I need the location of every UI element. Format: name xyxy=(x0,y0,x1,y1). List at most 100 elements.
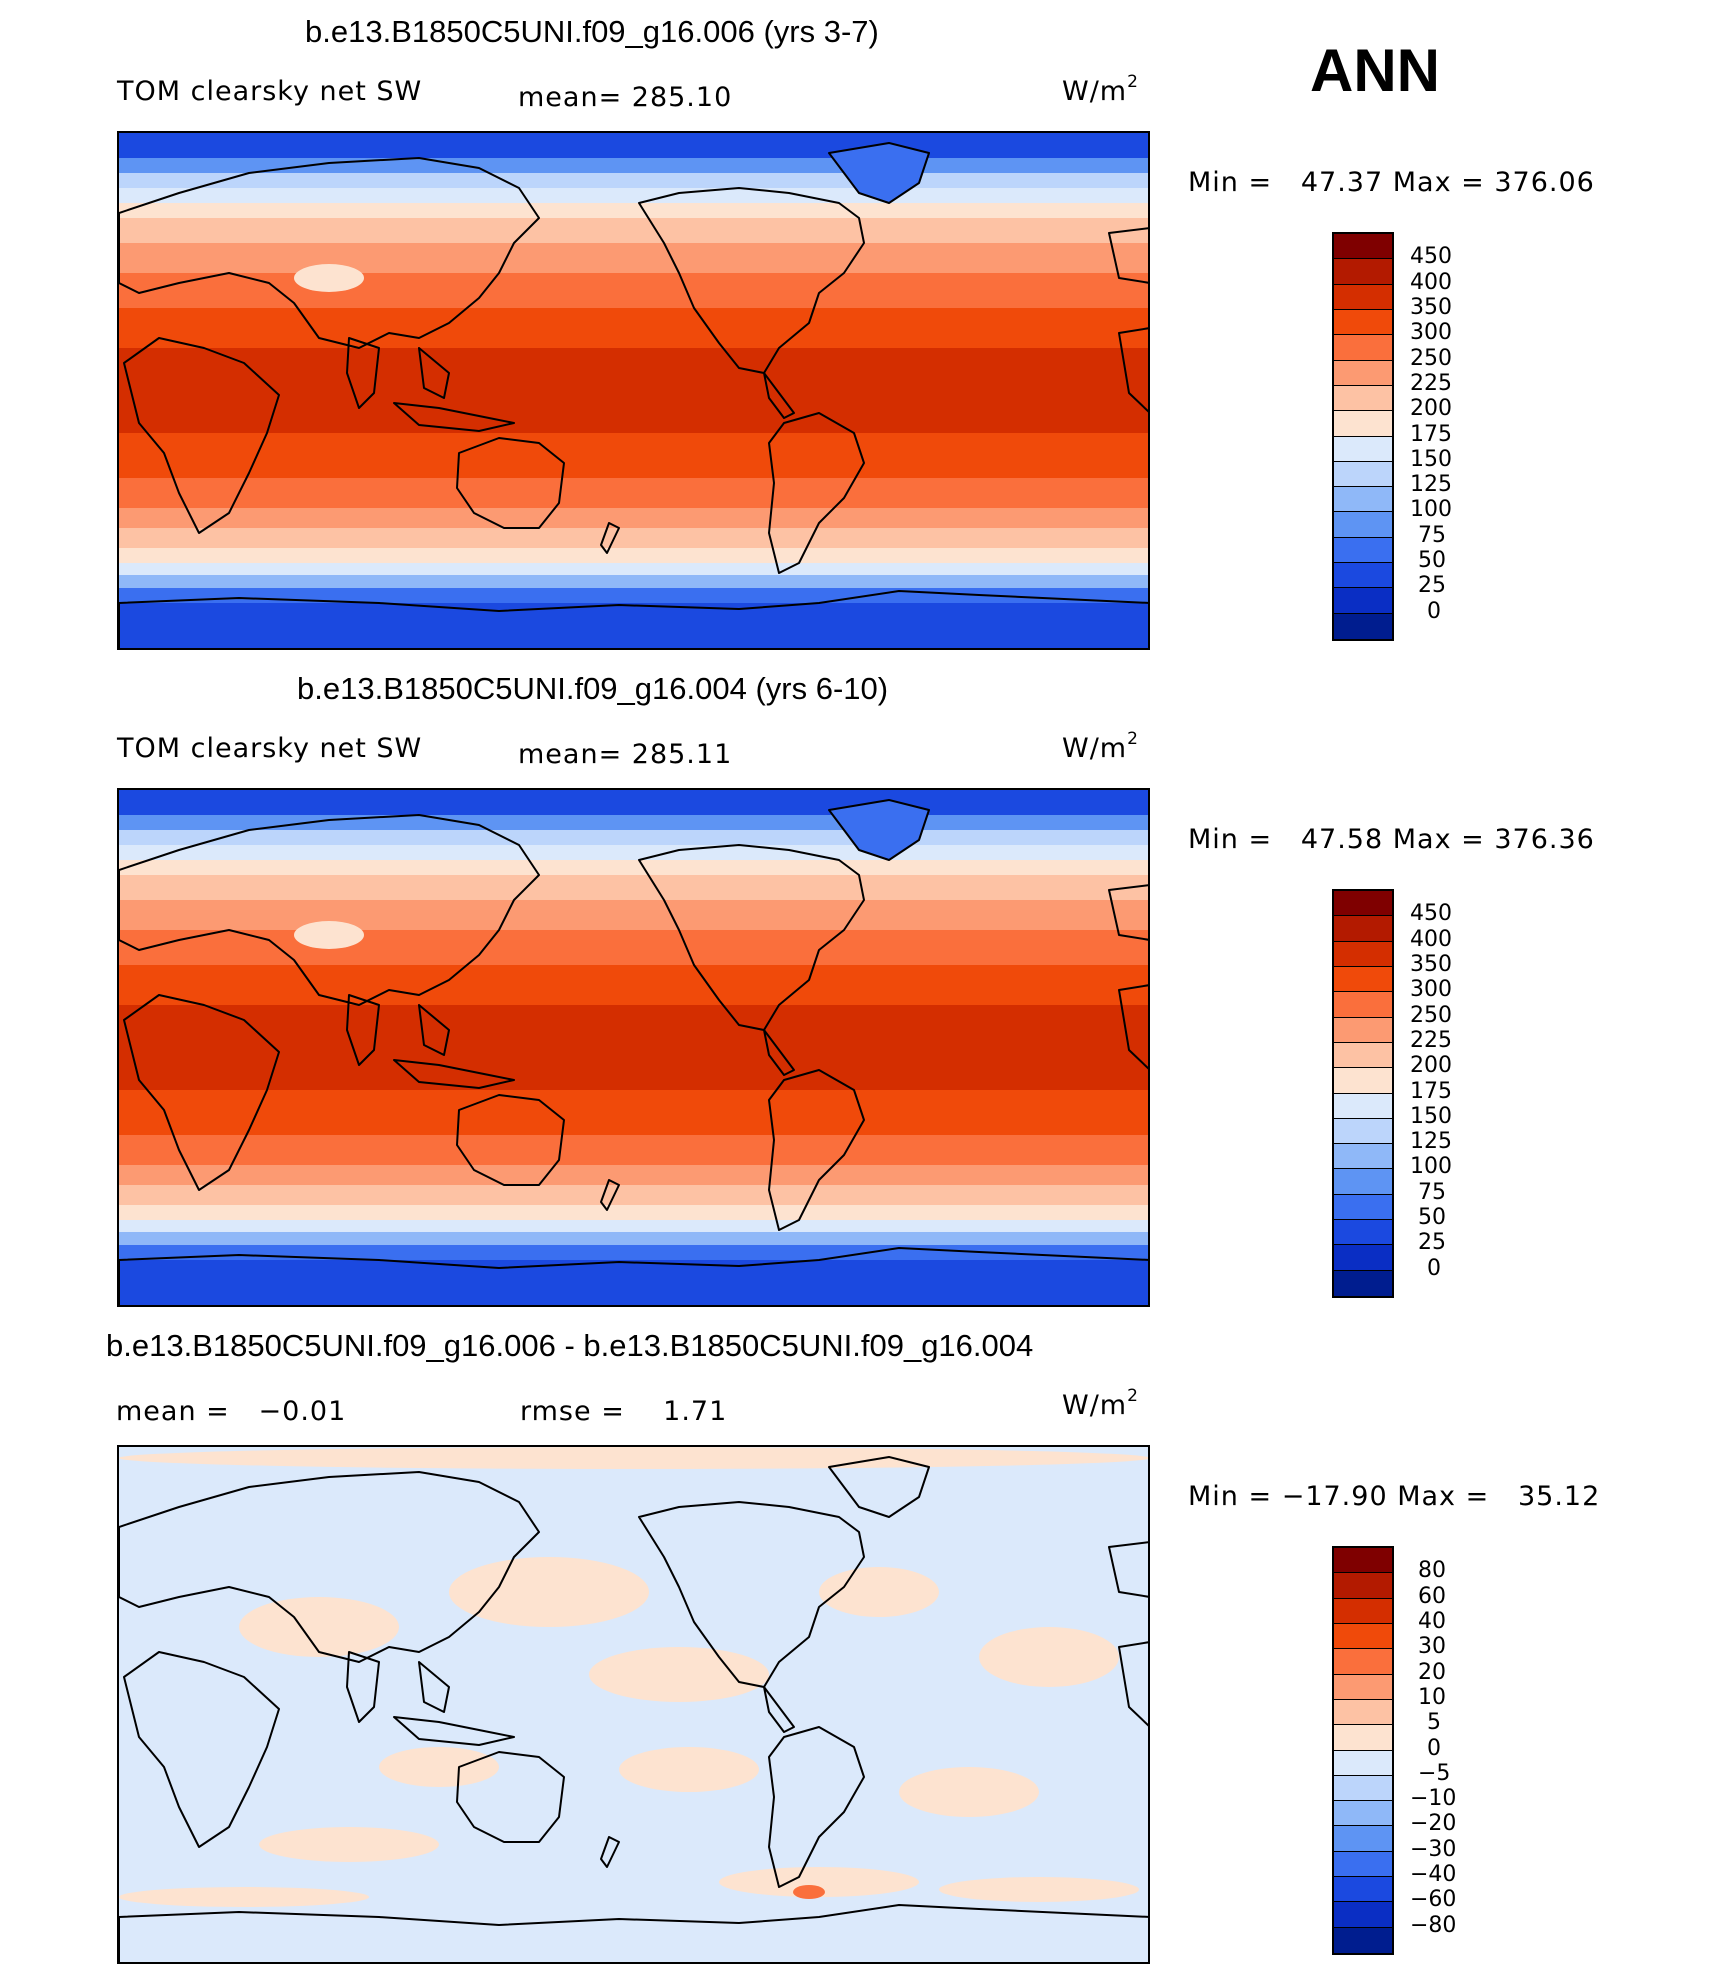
coastline xyxy=(638,844,865,1031)
colorbar-swatch xyxy=(1334,1270,1392,1296)
field-band xyxy=(119,478,1148,508)
colorbar-tick-label: −30 xyxy=(1410,1836,1457,1862)
colorbar-swatch xyxy=(1334,916,1392,942)
colorbar-tick-label: 150 xyxy=(1410,1103,1452,1129)
colorbar-swatch xyxy=(1334,487,1392,513)
colorbar-swatch xyxy=(1334,1220,1392,1246)
coastline xyxy=(828,1456,930,1518)
colorbar-tick-label: 250 xyxy=(1410,345,1452,371)
field-patch xyxy=(829,800,929,860)
coastline xyxy=(418,347,450,399)
colorbar-swatch xyxy=(1334,1775,1392,1802)
colorbar-tick-label: 5 xyxy=(1427,1710,1441,1736)
panel-3-units: W/m2 xyxy=(1062,1386,1139,1421)
field-patch xyxy=(294,264,364,292)
colorbar-swatch xyxy=(1334,1548,1392,1574)
field-patch xyxy=(589,1647,769,1702)
coastline xyxy=(1108,884,1148,941)
colorbar-swatch xyxy=(1334,1194,1392,1221)
colorbar-tick-label: 0 xyxy=(1427,1255,1441,1281)
field-band xyxy=(119,1220,1148,1232)
coastline xyxy=(456,1751,565,1843)
colorbar-tick-label: 50 xyxy=(1418,548,1446,574)
coastline xyxy=(119,1904,1148,1962)
colorbar-swatch xyxy=(1334,588,1392,614)
colorbar-swatch xyxy=(1334,1144,1392,1170)
panel-3-mean: mean = −0.01 xyxy=(116,1396,347,1427)
colorbar-tick-label: 0 xyxy=(1427,1735,1441,1761)
colorbar-swatch xyxy=(1334,461,1392,488)
coastline xyxy=(828,142,930,204)
panel-2-mean: mean= 285.11 xyxy=(518,739,733,770)
field-band xyxy=(119,1165,1148,1185)
field-patch xyxy=(939,1877,1139,1902)
field-patch xyxy=(119,1887,369,1907)
field-band xyxy=(119,603,1148,648)
colorbar-swatch xyxy=(1334,1674,1392,1700)
colorbar-tick-label: 50 xyxy=(1418,1205,1446,1231)
colorbar-swatch xyxy=(1334,234,1392,260)
colorbar-swatch xyxy=(1334,992,1392,1018)
colorbar-swatch xyxy=(1334,1725,1392,1751)
coastline xyxy=(119,1471,540,1663)
colorbar-swatch xyxy=(1334,1093,1392,1119)
colorbar-swatch xyxy=(1334,966,1392,993)
field-band xyxy=(119,875,1148,900)
colorbar-tick-label: 125 xyxy=(1410,1129,1452,1155)
coastline xyxy=(346,337,380,409)
coastline xyxy=(123,994,280,1191)
coastline xyxy=(123,337,280,534)
field-band xyxy=(119,1232,1148,1245)
field-patch xyxy=(979,1627,1119,1687)
panel-2-colorbar-labels: 450 400 350 300 250 225 200 175 150 125 100 75 50 25 0 xyxy=(1410,889,1490,1298)
panel-2-title: b.e13.B1850C5UNI.f09_g16.004 (yrs 6-10) xyxy=(297,671,889,706)
coastline xyxy=(346,1651,380,1723)
colorbar-swatch xyxy=(1334,284,1392,310)
coastline xyxy=(119,590,1148,648)
coastline xyxy=(638,1501,865,1688)
colorbar-tick-label: 80 xyxy=(1418,1558,1446,1584)
panel-2-map-graphic xyxy=(119,790,1148,1305)
panel-1-minmax: Min = 47.37 Max = 376.06 xyxy=(1188,167,1595,198)
colorbar-tick-label: 225 xyxy=(1410,370,1452,396)
colorbar-tick-label: 300 xyxy=(1410,977,1452,1003)
colorbar-swatch xyxy=(1334,1573,1392,1599)
colorbar-tick-label: 25 xyxy=(1418,573,1446,599)
colorbar-tick-label: 400 xyxy=(1410,926,1452,952)
season-label: ANN xyxy=(1310,37,1440,104)
field-band xyxy=(119,1005,1148,1090)
field-band xyxy=(119,965,1148,1005)
colorbar-tick-label: 100 xyxy=(1410,497,1452,523)
colorbar-swatch xyxy=(1334,1649,1392,1675)
panel-1-colorbar-labels: 450 400 350 300 250 225 200 175 150 125 100 75 50 25 0 xyxy=(1410,232,1490,641)
panel-3-map-graphic xyxy=(119,1447,1148,1962)
coastline xyxy=(119,157,540,349)
field-band xyxy=(119,188,1148,203)
field-band xyxy=(119,845,1148,860)
coastline xyxy=(123,1651,280,1848)
panel-1-field-label: TOM clearsky net SW xyxy=(117,76,423,107)
coastline xyxy=(600,1836,620,1868)
panel-3-title: b.e13.B1850C5UNI.f09_g16.006 - b.e13.B18… xyxy=(106,1328,1034,1363)
colorbar-swatch xyxy=(1334,1801,1392,1827)
panel-1-colorbar xyxy=(1332,232,1394,641)
coastline xyxy=(638,187,865,374)
field-patch xyxy=(379,1747,499,1787)
colorbar-swatch xyxy=(1334,941,1392,967)
coastline xyxy=(1118,1641,1148,1727)
coastline xyxy=(763,372,795,419)
coastline xyxy=(828,799,930,861)
colorbar-tick-label: −10 xyxy=(1410,1786,1457,1812)
field-patch xyxy=(719,1867,919,1897)
colorbar-swatch xyxy=(1334,537,1392,564)
colorbar-swatch xyxy=(1334,1118,1392,1145)
colorbar-swatch xyxy=(1334,1042,1392,1069)
coastline xyxy=(393,402,515,432)
colorbar-tick-label: 60 xyxy=(1418,1583,1446,1609)
colorbar-tick-label: −40 xyxy=(1410,1862,1457,1888)
colorbar-tick-label: 10 xyxy=(1418,1684,1446,1710)
colorbar-swatch xyxy=(1334,1902,1392,1928)
panel-1-map-graphic xyxy=(119,133,1148,648)
colorbar-swatch xyxy=(1334,385,1392,412)
coastline xyxy=(393,1716,515,1746)
